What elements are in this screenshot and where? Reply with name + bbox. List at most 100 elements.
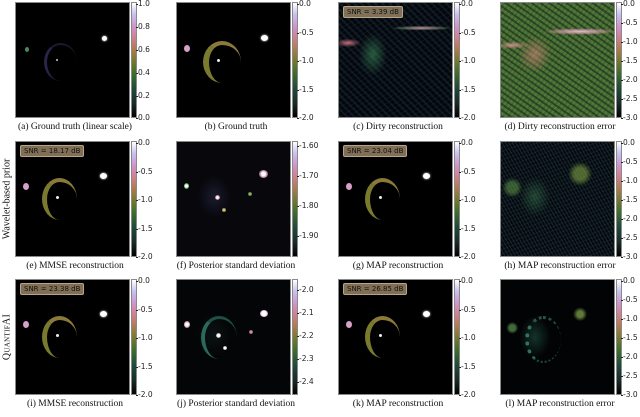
colorbar-tick: -2.0 (621, 352, 638, 361)
panel-h-map-error-wavelet: 0.0 -0.5 -1.0 -1.5 -2.0 -2.5 -3.0 (h) MA… (500, 138, 640, 279)
colorbar-tick: 0.0 (621, 0, 635, 8)
image-posterior-std (176, 279, 291, 395)
colorbar-tick: -1.5 (621, 333, 638, 342)
colorbar-tick: -1.5 (459, 224, 476, 233)
caption: (a) Ground truth (linear scale) (18, 122, 132, 132)
image-ground-truth (176, 2, 291, 118)
image-dirty-reconstruction: SNR = 3.39 dB (338, 2, 453, 118)
colorbar-tick: -1.0 (459, 56, 476, 65)
snr-badge: SNR = 23.38 dB (20, 283, 85, 295)
image-mmse-reconstruction: SNR = 18.17 dB (15, 141, 130, 257)
source-blob (423, 173, 430, 179)
colorbar-tick: -2.0 (459, 390, 476, 399)
colorbar-tick: -2.4 (297, 377, 314, 386)
colorbar-tick: 0.6 (136, 45, 150, 54)
colorbar-tick: 0.0 (621, 138, 635, 147)
caption: (l) MAP reconstruction error (505, 399, 615, 409)
colorbar-tick: -2.5 (621, 371, 638, 380)
source-blob (56, 59, 58, 61)
panel-l-map-error-quantifai: 0.0 -0.5 -1.0 -1.5 -2.0 -2.5 -3.0 (l) MA… (500, 276, 640, 417)
source-blob (184, 321, 190, 328)
colorbar-tick: -1.0 (136, 333, 153, 342)
colorbar-tick: 0.0 (459, 0, 473, 8)
source-blob (423, 311, 430, 317)
nebula-arc (365, 316, 400, 358)
image-ground-truth-linear (15, 2, 130, 118)
colorbar-tick: -2.0 (459, 252, 476, 261)
image-dirty-error (500, 2, 615, 118)
source-blob (223, 346, 227, 350)
colorbar-tick: -0.5 (136, 167, 153, 176)
colorbar (292, 2, 298, 118)
source-blob (215, 195, 220, 200)
nebula-arc (365, 178, 400, 220)
panel-g-map-wavelet: SNR = 23.04 dB 0.0 -0.5 -1.0 -1.5 -2.0 (… (338, 138, 498, 279)
colorbar-tick: -1.0 (136, 195, 153, 204)
background-texture (177, 142, 290, 256)
nebula-arc (42, 178, 77, 220)
colorbar-tick: -1.5 (136, 362, 153, 371)
colorbar-tick: -1.5 (459, 85, 476, 94)
colorbar-tick: -3.0 (621, 390, 638, 399)
source-blob (100, 173, 107, 179)
source-blob (248, 192, 252, 196)
colorbar-tick: -0.5 (459, 28, 476, 37)
panel-e-mmse-wavelet: SNR = 18.17 dB 0.0 -0.5 -1.0 -1.5 -2.0 (… (15, 138, 175, 279)
nebula-arc (44, 43, 77, 81)
panel-j-posterior-std-quantifai: -2.0 -2.1 -2.2 -2.3 -2.4 (j) Posterior s… (176, 279, 336, 417)
colorbar (131, 279, 137, 395)
colorbar (616, 279, 622, 395)
panel-b-ground-truth: 0.0 -0.5 -1.0 -1.5 -2.0 (b) Ground truth (176, 0, 336, 140)
caption: (h) MAP reconstruction error (504, 261, 616, 271)
colorbar (454, 141, 460, 257)
caption: (g) MAP reconstruction (352, 261, 444, 271)
colorbar (131, 141, 137, 257)
colorbar-tick: 1.0 (136, 0, 150, 8)
image-mmse-reconstruction: SNR = 23.38 dB (15, 279, 130, 395)
colorbar-tick: 0.0 (136, 113, 150, 122)
colorbar-tick: -1.70 (296, 171, 319, 180)
colorbar-tick: -1.5 (621, 195, 638, 204)
source-blob (23, 183, 29, 190)
colorbar-tick: -2.0 (136, 390, 153, 399)
source-blob (100, 311, 107, 317)
panel-a-ground-truth-linear: 1.0 0.8 0.6 0.4 0.2 0.0 (a) Ground truth… (15, 0, 175, 140)
image-map-reconstruction: SNR = 26.85 dB (338, 279, 453, 395)
source-blob (261, 35, 268, 41)
colorbar-tick: -1.0 (621, 37, 638, 46)
source-blob (379, 196, 382, 199)
caption: (c) Dirty reconstruction (353, 122, 443, 132)
row-label-text: QuantifAI (1, 313, 13, 361)
colorbar-tick: 0.0 (459, 276, 473, 285)
colorbar-tick: -2.1 (297, 308, 314, 317)
row-label-quantifai: QuantifAI (0, 279, 14, 395)
colorbar-tick: 0.4 (136, 68, 150, 77)
colorbar-tick: -0.5 (621, 157, 638, 166)
source-blob (184, 45, 190, 52)
panel-f-posterior-std-wavelet: -1.60 -1.70 -1.80 -1.90 (f) Posterior st… (176, 141, 336, 279)
snr-badge: SNR = 26.85 dB (343, 283, 408, 295)
colorbar-tick: -1.0 (621, 314, 638, 323)
nebula-arc (525, 316, 561, 363)
panel-d-dirty-error: 0.0 -0.5 -1.0 -1.5 -2.0 -2.5 -3.0 (d) Di… (500, 0, 640, 140)
snr-badge: SNR = 18.17 dB (20, 145, 85, 157)
colorbar-tick: -3.0 (621, 252, 638, 261)
source-blob (25, 47, 29, 52)
source-blob (379, 334, 382, 337)
colorbar-tick: -0.5 (459, 167, 476, 176)
row-label-text: Wavelet-based prior (1, 158, 13, 240)
colorbar-tick: -2.2 (297, 331, 314, 340)
colorbar-tick: -0.5 (621, 18, 638, 27)
colorbar-tick: 0.0 (136, 138, 150, 147)
colorbar-tick: -1.0 (297, 56, 314, 65)
colorbar-tick: 0.8 (136, 22, 150, 31)
colorbar-tick: 0.0 (459, 138, 473, 147)
image-map-reconstruction: SNR = 23.04 dB (338, 141, 453, 257)
source-blob (249, 330, 253, 334)
colorbar (454, 279, 460, 395)
snr-badge: SNR = 3.39 dB (343, 6, 403, 18)
noise-texture (501, 142, 614, 256)
noise-texture (501, 3, 614, 117)
colorbar-tick: -2.5 (621, 94, 638, 103)
colorbar-tick: 0.0 (621, 276, 635, 285)
